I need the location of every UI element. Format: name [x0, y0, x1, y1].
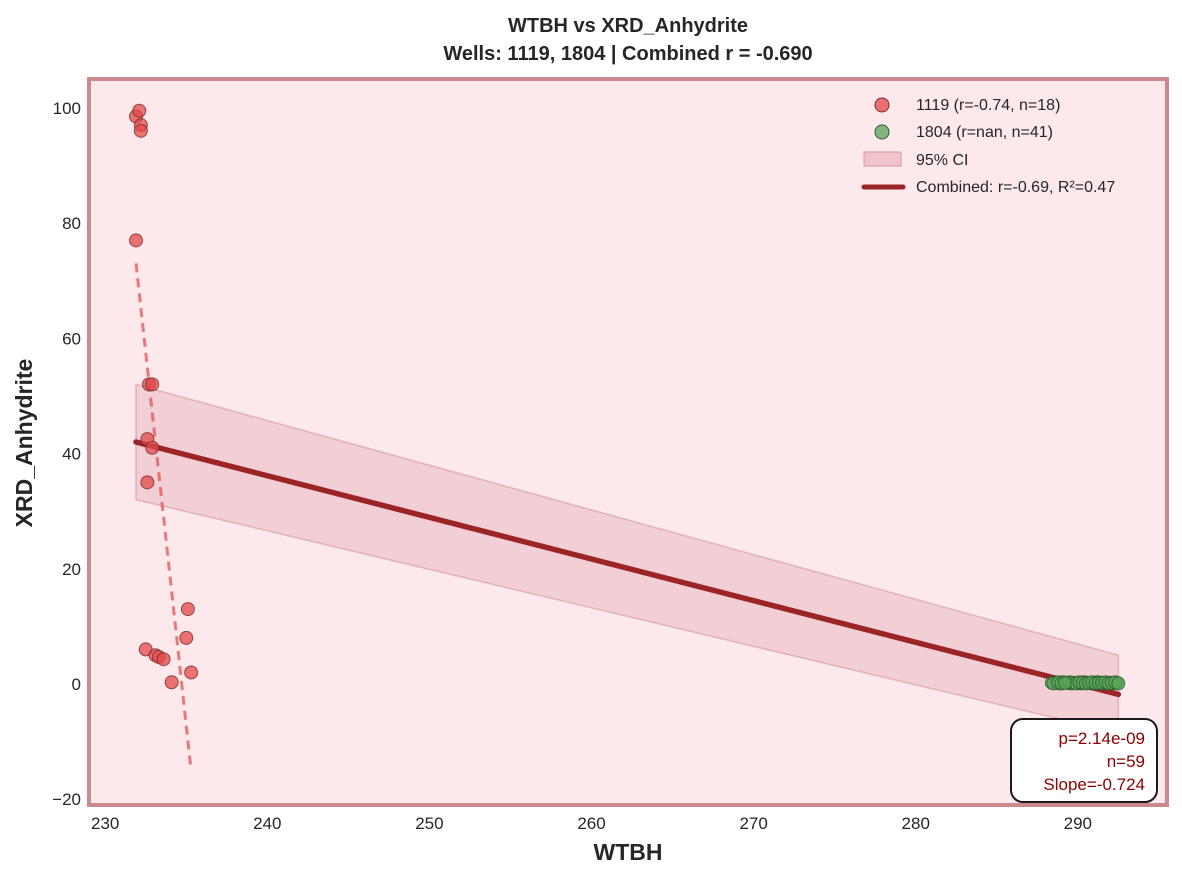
legend-label-1119: 1119 (r=-0.74, n=18)	[916, 97, 1060, 114]
stats-n: n=59	[1107, 752, 1145, 771]
stats-slope: Slope=-0.724	[1043, 775, 1145, 794]
data-point-well-1804	[1111, 676, 1126, 691]
fit-lines-layer	[133, 263, 1122, 771]
y-tick-label: −20	[52, 790, 81, 809]
data-point-well-1119	[145, 377, 160, 392]
x-axis-ticks: 230 240 250 260 270 280 290	[91, 814, 1092, 833]
y-tick-label: 40	[62, 445, 81, 464]
data-point-well-1119	[145, 440, 160, 455]
stats-box-frame	[1010, 718, 1158, 803]
y-axis-ticks: −20 0 20 40 60 80 100	[52, 99, 81, 809]
stats-p-value: p=2.14e-09	[1059, 729, 1146, 748]
y-tick-label: 80	[62, 214, 81, 233]
x-tick-label: 260	[577, 814, 605, 833]
data-point-well-1119	[133, 123, 148, 138]
x-axis-label: WTBH	[594, 839, 663, 865]
legend-label-1804: 1804 (r=nan, n=41)	[916, 124, 1053, 141]
data-point-well-1119	[140, 475, 155, 490]
data-point-well-1119	[156, 652, 171, 667]
plot-area	[87, 77, 1169, 807]
data-point-well-1119	[180, 602, 195, 617]
stats-box: p=2.14e-09 n=59 Slope=-0.724	[1010, 718, 1158, 803]
x-tick-label: 280	[902, 814, 930, 833]
data-points-layer	[129, 103, 1126, 691]
y-tick-label: 20	[62, 560, 81, 579]
legend-marker-1804	[874, 124, 890, 140]
legend-marker-1119	[874, 97, 890, 113]
y-tick-label: 0	[72, 675, 81, 694]
data-point-well-1119	[179, 630, 194, 645]
data-point-well-1119	[132, 103, 147, 118]
legend: 1119 (r=-0.74, n=18) 1804 (r=nan, n=41) …	[861, 97, 1115, 196]
x-tick-label: 270	[739, 814, 767, 833]
y-tick-label: 60	[62, 329, 81, 348]
x-tick-label: 230	[91, 814, 119, 833]
data-point-well-1119	[184, 665, 199, 680]
x-tick-label: 290	[1064, 814, 1092, 833]
y-tick-label: 100	[53, 99, 81, 118]
y-axis-label: XRD_Anhydrite	[11, 359, 37, 528]
x-tick-label: 250	[415, 814, 443, 833]
data-point-well-1804	[1057, 675, 1072, 690]
legend-label-ci: 95% CI	[916, 152, 968, 169]
well-1119-fit-line	[134, 263, 193, 771]
chart-title: WTBH vs XRD_Anhydrite	[508, 15, 748, 37]
chart-subtitle: Wells: 1119, 1804 | Combined r = -0.690	[443, 43, 812, 65]
combined-fit-line	[133, 439, 1122, 698]
legend-marker-ci	[863, 151, 902, 167]
data-point-well-1119	[129, 233, 144, 248]
data-point-well-1119	[164, 675, 179, 690]
x-tick-label: 240	[253, 814, 281, 833]
legend-label-combined: Combined: r=-0.69, R²=0.47	[916, 179, 1115, 196]
